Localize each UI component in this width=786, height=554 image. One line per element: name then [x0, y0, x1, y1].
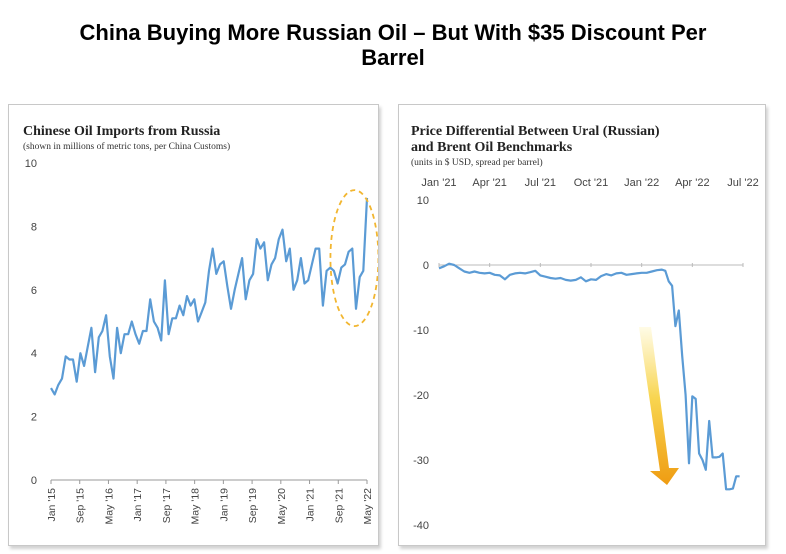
right-y-tick-label: -20 — [413, 390, 429, 402]
left-x-tick-label: Jan '19 — [218, 488, 230, 522]
left-y-tick-label: 4 — [31, 348, 37, 360]
right-x-tick-label: Jan '21 — [421, 177, 456, 189]
left-x-tick-label: Sep '19 — [247, 488, 259, 523]
left-x-tick-label: May '20 — [276, 488, 288, 525]
right-y-tick-label: 0 — [423, 260, 429, 272]
right-x-tick-label: Jan '22 — [624, 177, 659, 189]
right-x-tick-label: Jul '22 — [727, 177, 758, 189]
left-x-tick-label: Jan '17 — [132, 488, 144, 522]
main-title: China Buying More Russian Oil – But With… — [0, 20, 786, 70]
right-y-tick-label: -40 — [413, 520, 429, 532]
right-y-tick-label: -10 — [413, 325, 429, 337]
left-y-tick-label: 2 — [31, 412, 37, 424]
right-chart-title-line2: and Brent Oil Benchmarks — [411, 140, 573, 155]
right-chart-title-line1: Price Differential Between Ural (Russian… — [411, 124, 660, 139]
right-chart-subtitle: (units in $ USD, spread per barrel) — [411, 158, 543, 168]
left-chart-subtitle: (shown in millions of metric tons, per C… — [23, 142, 231, 152]
left-x-tick-label: Sep '15 — [75, 488, 87, 523]
left-x-tick-label: Sep '21 — [333, 488, 345, 523]
left-x-tick-label: Jan '21 — [305, 488, 317, 522]
left-x-tick-label: May '16 — [103, 488, 115, 525]
left-x-tick-label: May '22 — [362, 488, 374, 525]
left-chart-panel: Chinese Oil Imports from Russia (shown i… — [8, 104, 379, 546]
left-x-tick-label: Jan '15 — [46, 488, 58, 522]
right-y-tick-label: 10 — [417, 195, 429, 207]
right-chart-panel: Price Differential Between Ural (Russian… — [398, 104, 766, 546]
right-x-tick-label: Apr '22 — [675, 177, 710, 189]
left-y-tick-label: 10 — [25, 158, 37, 170]
right-x-tick-label: Jul '21 — [525, 177, 556, 189]
main-title-line2: Barrel — [361, 45, 425, 70]
left-y-tick-label: 6 — [31, 285, 37, 297]
left-y-tick-label: 8 — [31, 221, 37, 233]
right-x-tick-label: Apr '21 — [472, 177, 507, 189]
left-y-tick-label: 0 — [31, 475, 37, 487]
right-series-line — [438, 262, 740, 491]
main-title-line1: China Buying More Russian Oil – But With… — [79, 20, 707, 45]
surge-highlight-ellipse — [329, 189, 378, 327]
right-chart-svg: 10 0 -10 -20 -30 -40 Jan '21 Apr '21 Jul '21 Oct … — [413, 177, 759, 532]
left-series-line — [50, 197, 369, 396]
left-chart-svg: 0 2 4 6 8 10 Jan '15 Sep '15 May '16 Jan '17 Sep '… — [25, 158, 378, 525]
left-x-tick-label: Sep '17 — [161, 488, 173, 523]
right-y-tick-label: -30 — [413, 455, 429, 467]
left-chart-title: Chinese Oil Imports from Russia — [23, 124, 221, 139]
left-x-tick-label: May '18 — [190, 488, 202, 525]
discount-trend-arrow — [639, 327, 679, 485]
right-x-tick-label: Oct '21 — [574, 177, 609, 189]
